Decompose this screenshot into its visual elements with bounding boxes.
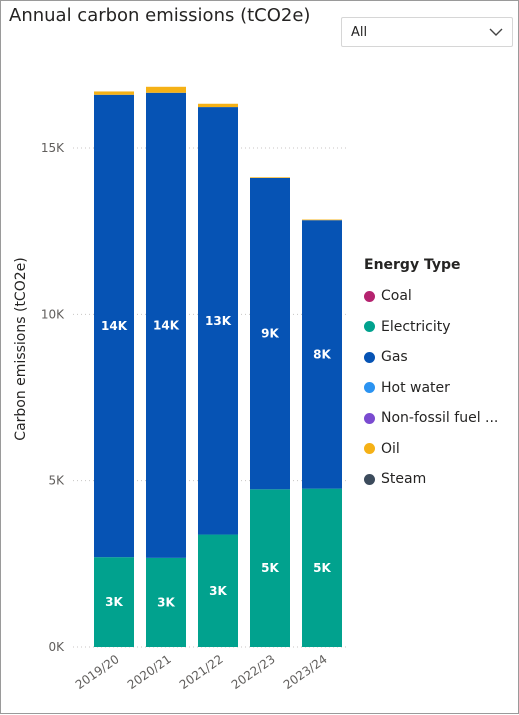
y-tick-label: 10K xyxy=(41,307,65,321)
chart-title: Annual carbon emissions (tCO2e) xyxy=(9,5,311,26)
legend-marker xyxy=(364,412,375,424)
legend-label: Gas xyxy=(381,349,408,366)
data-label: 5K xyxy=(313,561,331,575)
chevron-down-icon xyxy=(489,28,503,36)
legend-marker xyxy=(364,290,375,302)
legend-marker xyxy=(364,443,375,455)
bar-segment-electricity xyxy=(198,534,238,647)
data-label: 3K xyxy=(105,595,123,609)
bar-segment-gas xyxy=(198,107,238,535)
legend-label: Electricity xyxy=(381,318,451,335)
legend-item[interactable]: Coal xyxy=(364,281,498,312)
bar-segment-electricity xyxy=(146,557,186,647)
data-label: 3K xyxy=(157,595,175,609)
x-tick-label: 2022/23 xyxy=(229,652,278,692)
bar-segment-oil xyxy=(250,177,290,178)
data-label: 14K xyxy=(101,319,128,333)
legend-title: Energy Type xyxy=(364,257,461,273)
legend-label: Hot water xyxy=(381,379,450,396)
legend-label: Coal xyxy=(381,288,412,305)
dropdown-value: All xyxy=(351,25,368,40)
data-label: 3K xyxy=(209,584,227,598)
bar-segment-oil xyxy=(198,103,238,108)
bar-segment-gas xyxy=(302,220,342,489)
legend-item[interactable]: Oil xyxy=(364,434,498,465)
data-label: 9K xyxy=(261,327,279,341)
bar-segment-electricity xyxy=(250,489,290,647)
legend-marker xyxy=(364,321,375,333)
legend-label: Oil xyxy=(381,440,400,457)
legend-item[interactable]: Non-fossil fuel ... xyxy=(364,403,498,434)
legend-item[interactable]: Steam xyxy=(364,464,498,495)
bar-segment-gas xyxy=(250,177,290,490)
data-label: 8K xyxy=(313,347,331,361)
bar-segment-gas xyxy=(94,94,134,558)
y-tick-label: 0K xyxy=(48,640,65,654)
legend-item[interactable]: Gas xyxy=(364,342,498,373)
bar-segment-electricity xyxy=(94,557,134,647)
data-label: 13K xyxy=(205,314,232,328)
legend-label: Non-fossil fuel ... xyxy=(381,410,499,427)
bar-segment-oil xyxy=(302,219,342,221)
data-label: 5K xyxy=(261,561,279,575)
x-tick-label: 2020/21 xyxy=(125,652,174,692)
legend-marker xyxy=(364,473,375,485)
legend-label: Steam xyxy=(381,471,427,488)
bar-segment-oil xyxy=(94,91,134,95)
legend: Energy Type Coal Electricity Gas Hot water N… xyxy=(364,257,498,495)
legend-item[interactable]: Electricity xyxy=(364,312,498,343)
legend-marker xyxy=(364,382,375,394)
y-tick-label: 15K xyxy=(41,141,65,155)
bar-segment-gas xyxy=(146,92,186,558)
legend-item[interactable]: Hot water xyxy=(364,373,498,404)
data-label: 14K xyxy=(153,318,180,332)
x-tick-label: 2023/24 xyxy=(281,652,330,692)
y-tick-label: 5K xyxy=(48,474,65,488)
x-tick-label: 2021/22 xyxy=(177,652,226,692)
y-axis-label: Carbon emissions (tCO2e) xyxy=(13,257,29,440)
x-tick-label: 2019/20 xyxy=(73,652,122,692)
energy-type-dropdown[interactable]: All xyxy=(341,17,513,47)
legend-marker xyxy=(364,351,375,363)
bar-segment-oil xyxy=(146,86,186,93)
bar-segment-electricity xyxy=(302,488,342,647)
